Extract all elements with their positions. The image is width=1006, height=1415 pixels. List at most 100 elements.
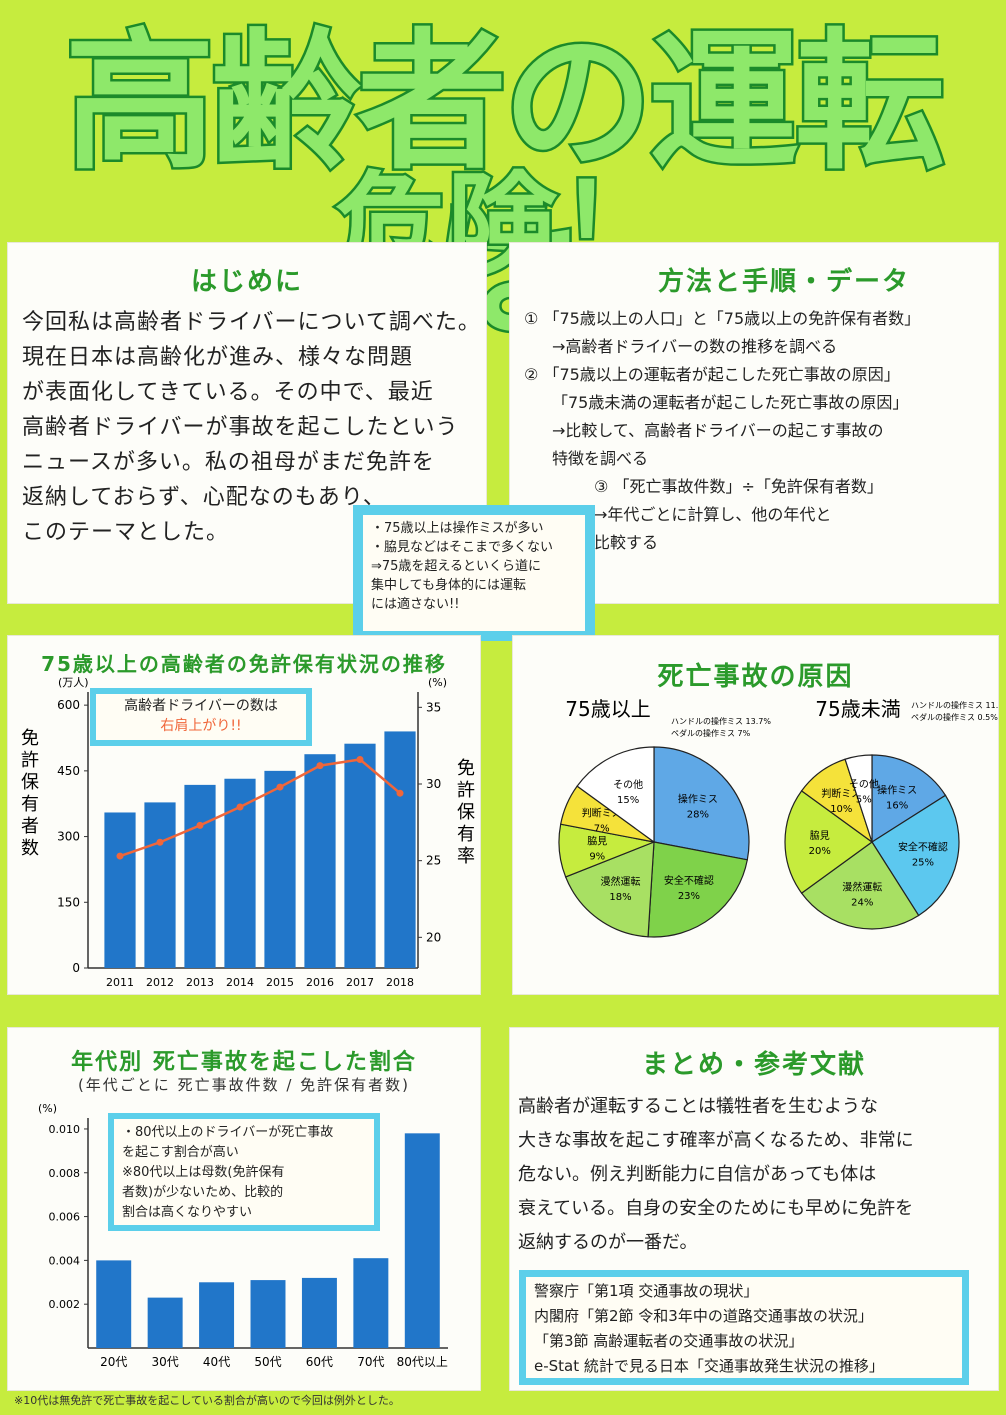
x-tick-label: 2015 <box>266 976 294 989</box>
rate-line <box>119 758 401 858</box>
bar <box>304 754 336 968</box>
y2-tick-label: 25 <box>426 854 441 868</box>
pie-note: ペダルの操作ミス 0.5% <box>911 712 998 722</box>
y-unit-label: (%) <box>38 1102 57 1115</box>
y-tick-label: 0.006 <box>49 1211 81 1224</box>
intro-line: が表面化してきている。その中で、最近 <box>22 380 434 405</box>
y-tick-label: 300 <box>57 830 80 844</box>
bar <box>264 770 296 968</box>
method-item-text: 「75歳以上の人口」と「75歳以上の免許保有者数」 <box>543 309 921 328</box>
y-tick-label: 0.004 <box>49 1254 81 1267</box>
pie-note: ペダルの操作ミス 7% <box>671 728 751 738</box>
pie-slice-value: 15% <box>617 795 639 806</box>
pie-slice-value: 25% <box>912 857 934 868</box>
method-item: 比較する <box>524 529 920 557</box>
pie-slice <box>564 841 655 938</box>
pie-note: ハンドルの操作ミス 11.3% <box>911 700 998 710</box>
bar <box>250 1280 286 1348</box>
rate-point <box>196 821 204 829</box>
method-item-number: ② <box>524 365 544 384</box>
reference-line: 警察庁「第1項 交通事故の現状」 <box>534 1282 759 1300</box>
rate-point <box>276 783 284 791</box>
finding-note-line: ・75歳以上は操作ミスが多い <box>371 521 544 536</box>
references-box: 警察庁「第1項 交通事故の現状」 内閣府「第2節 令和3年中の道路交通事故の状況」… <box>519 1270 969 1385</box>
finding-note-line: ・脇見などはそこまで多くない <box>371 540 554 555</box>
summary-heading: まとめ・参考文献 <box>641 1050 866 1080</box>
pie-note: ハンドルの操作ミス 13.7% <box>671 716 771 726</box>
pie-slice <box>576 746 655 844</box>
age-chart-footnote: ※10代は無免許で死亡事故を起こしている割合が高いので今回は例外とした。 <box>14 1394 400 1407</box>
license-chart-heading: 75歳以上の高齢者の免許保有状況の推移 <box>41 652 447 676</box>
x-tick-label: 2016 <box>306 976 334 989</box>
method-heading: 方法と手順・データ <box>657 267 910 297</box>
bar <box>344 743 376 968</box>
pie-title: 75歳未満 <box>815 697 900 721</box>
pie-slice-value: 23% <box>678 891 700 902</box>
age-note-line: ※80代以上は母数(免許保有 <box>122 1165 285 1180</box>
pie-slice-label: 漫然運転 <box>842 880 882 893</box>
intro-line: 今回私は高齢者ドライバーについて調べた。 <box>22 310 481 335</box>
pie-slice-value: 7% <box>594 823 610 834</box>
finding-note: ・75歳以上は操作ミスが多い ・脇見などはそこまで多くない ⇒75歳を超えるといくら… <box>353 505 595 641</box>
intro-heading: はじめに <box>190 267 303 297</box>
method-item-number: ① <box>524 309 544 328</box>
intro-line: 現在日本は高齢化が進み、様々な問題 <box>22 345 414 370</box>
rate-point <box>396 789 404 797</box>
finding-note-line: には適さない!! <box>371 597 460 612</box>
method-item: ① 「75歳以上の人口」と「75歳以上の免許保有者数」 <box>524 305 920 333</box>
pie-slice <box>871 754 947 844</box>
bar <box>104 812 136 968</box>
bar <box>199 1282 235 1348</box>
bar <box>384 731 416 968</box>
method-item-text: →年代ごとに計算し、他の年代と <box>594 505 832 524</box>
summary-line: 返納するのが一番だ。 <box>518 1232 698 1253</box>
bar <box>144 802 176 968</box>
method-item: →年代ごとに計算し、他の年代と <box>524 501 920 529</box>
x-tick-label: 2018 <box>386 976 414 989</box>
summary-text: 高齢者が運転することは犠牲者を生むような 大きな事故を起こす確率が高くなるため、非… <box>518 1090 914 1260</box>
y-tick-label: 0.010 <box>49 1123 81 1136</box>
bar <box>301 1277 337 1348</box>
method-list: ① 「75歳以上の人口」と「75歳以上の免許保有者数」 →高齢者ドライバーの数の推… <box>524 305 920 557</box>
y2-axis-title-char: 保 <box>457 802 475 823</box>
method-item: →比較して、高齢者ドライバーの起こす事故の <box>524 417 920 445</box>
bar <box>184 784 216 968</box>
y-tick-label: 150 <box>57 895 80 909</box>
y2-axis-title-char: 許 <box>457 780 475 801</box>
age-note-line: 者数)が少ないため、比較的 <box>122 1185 284 1200</box>
rate-point <box>316 762 324 770</box>
rate-point <box>116 852 124 860</box>
bar <box>96 1260 132 1348</box>
intro-line: 返納しておらず、心配なのもあり、 <box>22 485 386 510</box>
x-tick-label: 60代 <box>306 1355 333 1369</box>
y2-tick-label: 20 <box>426 930 441 944</box>
license-note-line1: 高齢者ドライバーの数は <box>124 698 278 714</box>
rate-point <box>236 803 244 811</box>
y-tick-label: 0.002 <box>49 1298 81 1311</box>
pie-slice-value: 20% <box>809 846 831 857</box>
y-axis-title-char: 数 <box>21 838 39 859</box>
y2-axis-title-char: 免 <box>457 758 475 779</box>
method-item-text: →高齢者ドライバーの数の推移を調べる <box>552 337 838 356</box>
pie-slice-label: 脇見 <box>587 835 607 847</box>
y-axis-title-char: 有 <box>21 794 39 815</box>
causes-chart-panel: 死亡事故の原因 75歳以上 操作ミス 28% 安全不確認 23% 漫然運転 18% 脇見 9% 判… <box>513 636 998 994</box>
y-tick-label: 600 <box>57 698 80 712</box>
reference-line: 「第3節 高齢運転者の交通事故の状況」 <box>534 1332 804 1350</box>
pie-slice-label: 操作ミス <box>877 783 917 796</box>
intro-line: 高齢者ドライバーが事故を起こしたという <box>22 415 459 440</box>
pie-slice-value: 24% <box>851 897 873 908</box>
pie-slice-label: 操作ミス <box>678 793 718 806</box>
pie-slice-label: 判断ミス <box>821 787 861 800</box>
age-chart-subheading: (年代ごとに 死亡事故件数 / 免許保有者数) <box>77 1076 411 1094</box>
bar <box>404 1133 440 1348</box>
references-list: 警察庁「第1項 交通事故の現状」 内閣府「第2節 令和3年中の道路交通事故の状況」… <box>526 1277 962 1378</box>
y-tick-label: 0.008 <box>49 1167 81 1180</box>
method-item-text: →比較して、高齢者ドライバーの起こす事故の <box>552 421 884 440</box>
pie-slice <box>647 841 749 938</box>
x-tick-label: 80代以上 <box>397 1355 448 1369</box>
pie-slice-label: 安全不確認 <box>664 874 714 887</box>
x-tick-label: 20代 <box>100 1355 127 1369</box>
